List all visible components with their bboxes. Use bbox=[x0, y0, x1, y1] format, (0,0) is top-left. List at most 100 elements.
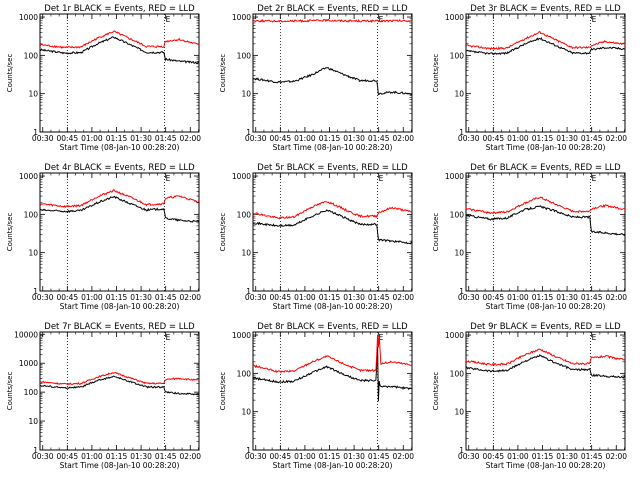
series-lld-line bbox=[465, 196, 625, 215]
x-tick-label: 01:45 bbox=[368, 452, 390, 461]
x-tick-label: 01:30 bbox=[343, 452, 365, 461]
y-tick-label: 1000 bbox=[19, 13, 38, 22]
y-tick-label: 100 bbox=[237, 51, 252, 60]
y-tick-label: 1 bbox=[246, 446, 251, 455]
series-lld-line bbox=[40, 372, 200, 386]
plot-frame bbox=[465, 172, 626, 292]
x-tick-label: 01:00 bbox=[294, 452, 316, 461]
y-tick-label: 10 bbox=[454, 249, 464, 258]
y-tick-label: 10 bbox=[28, 249, 38, 258]
x-axis-label: Start Time (08-Jan-10 00:28:20) bbox=[60, 143, 180, 152]
y-tick-label: 1000 bbox=[445, 331, 464, 340]
x-tick-label: 01:45 bbox=[368, 293, 390, 302]
y-tick-label: 10 bbox=[241, 249, 251, 258]
y-tick-label: 100 bbox=[237, 369, 252, 378]
plot-frame bbox=[465, 331, 626, 451]
plot-frame bbox=[39, 172, 200, 292]
x-tick-label: 01:45 bbox=[581, 293, 603, 302]
subplot-title: Det 8r BLACK = Events, RED = LLD bbox=[257, 322, 408, 332]
x-tick-label: 01:30 bbox=[556, 452, 578, 461]
series-events-line bbox=[39, 36, 200, 64]
x-tick-label: 01:45 bbox=[155, 293, 177, 302]
y-tick-label: 1000 bbox=[445, 172, 464, 181]
y-tick-label: 10 bbox=[241, 408, 251, 417]
y-axis-label: Counts/sec bbox=[219, 213, 227, 252]
x-axis-label: Start Time (08-Jan-10 00:28:20) bbox=[60, 461, 180, 470]
x-tick-label: 02:00 bbox=[605, 134, 627, 143]
y-axis-label: Counts/sec bbox=[432, 54, 440, 93]
x-tick-label: 01:30 bbox=[556, 134, 578, 143]
series-events-line bbox=[465, 205, 626, 236]
x-tick-label: 00:45 bbox=[57, 293, 79, 302]
y-tick-label: 100 bbox=[24, 210, 39, 219]
x-tick-label: 01:30 bbox=[343, 293, 365, 302]
x-tick-label: 00:45 bbox=[483, 452, 505, 461]
y-axis-label: Counts/sec bbox=[6, 54, 14, 93]
x-tick-label: 01:15 bbox=[532, 293, 554, 302]
series-events-line bbox=[39, 195, 200, 223]
x-tick-label: 01:15 bbox=[319, 134, 341, 143]
event-marker-label: E bbox=[166, 174, 171, 183]
y-axis-label: Counts/sec bbox=[219, 54, 227, 93]
y-tick-label: 100 bbox=[450, 51, 465, 60]
x-axis-label: Start Time (08-Jan-10 00:28:20) bbox=[486, 302, 606, 311]
plot-frame bbox=[252, 172, 413, 292]
event-marker-label: E bbox=[592, 333, 597, 342]
y-tick-label: 1 bbox=[246, 128, 251, 137]
plot-frame bbox=[465, 13, 626, 133]
x-tick-label: 01:30 bbox=[130, 452, 152, 461]
subplot-title: Det 5r BLACK = Events, RED = LLD bbox=[257, 163, 408, 173]
x-tick-label: 01:00 bbox=[507, 452, 529, 461]
y-tick-label: 1 bbox=[33, 446, 38, 455]
y-tick-label: 1 bbox=[33, 287, 38, 296]
x-tick-label: 00:30 bbox=[32, 134, 54, 143]
series-lld-line bbox=[252, 18, 413, 23]
x-tick-label: 01:15 bbox=[106, 452, 128, 461]
x-tick-label: 02:00 bbox=[392, 293, 414, 302]
subplot-title: Det 2r BLACK = Events, RED = LLD bbox=[257, 4, 408, 14]
x-tick-label: 01:00 bbox=[294, 134, 316, 143]
x-tick-label: 00:30 bbox=[458, 134, 480, 143]
event-marker-label: E bbox=[379, 15, 384, 24]
y-axis-label: Counts/sec bbox=[6, 372, 14, 411]
x-tick-label: 01:15 bbox=[106, 293, 128, 302]
series-events-line bbox=[465, 37, 626, 56]
x-tick-label: 01:45 bbox=[155, 134, 177, 143]
y-tick-label: 1 bbox=[459, 287, 464, 296]
y-tick-label: 10 bbox=[241, 90, 251, 99]
event-marker-label: E bbox=[166, 333, 171, 342]
y-axis-label: Counts/sec bbox=[432, 213, 440, 252]
y-tick-label: 100 bbox=[450, 369, 465, 378]
y-tick-label: 1000 bbox=[232, 331, 251, 340]
series-events-line bbox=[252, 346, 413, 402]
y-axis-label: Counts/sec bbox=[6, 213, 14, 252]
x-tick-label: 01:00 bbox=[81, 293, 103, 302]
series-lld-line bbox=[39, 188, 200, 209]
x-tick-label: 00:45 bbox=[270, 293, 292, 302]
x-tick-label: 00:45 bbox=[483, 293, 505, 302]
subplot-title: Det 7r BLACK = Events, RED = LLD bbox=[44, 322, 195, 332]
y-tick-label: 1 bbox=[459, 446, 464, 455]
y-tick-label: 1000 bbox=[19, 359, 38, 368]
x-tick-label: 02:00 bbox=[605, 452, 627, 461]
x-axis-label: Start Time (08-Jan-10 00:28:20) bbox=[273, 302, 393, 311]
x-tick-label: 02:00 bbox=[392, 134, 414, 143]
event-marker-label: E bbox=[592, 174, 597, 183]
x-tick-label: 00:45 bbox=[270, 134, 292, 143]
y-tick-label: 10000 bbox=[14, 330, 38, 339]
x-tick-label: 01:15 bbox=[319, 293, 341, 302]
x-tick-label: 01:45 bbox=[368, 134, 390, 143]
x-tick-label: 01:30 bbox=[343, 134, 365, 143]
subplot-title: Det 4r BLACK = Events, RED = LLD bbox=[44, 163, 195, 173]
plot-frame bbox=[252, 13, 413, 133]
y-tick-label: 1000 bbox=[19, 172, 38, 181]
plot-frame bbox=[39, 331, 200, 451]
x-tick-label: 02:00 bbox=[392, 452, 414, 461]
